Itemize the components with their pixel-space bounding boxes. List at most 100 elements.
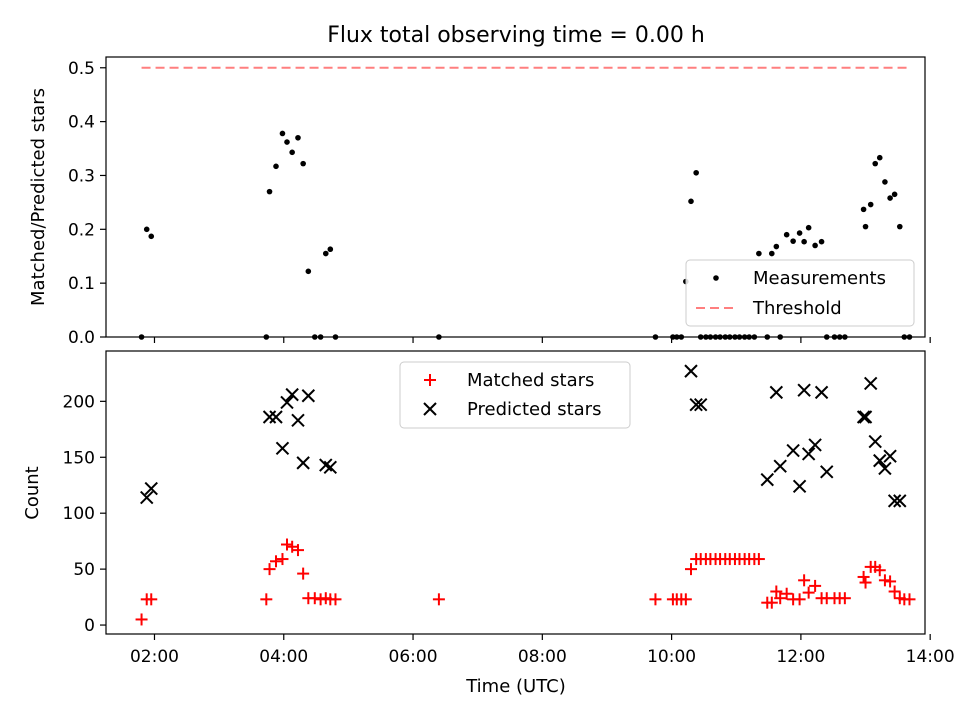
bottom-matched-point <box>798 574 811 587</box>
bottom-matched-point <box>135 613 148 626</box>
bottom-predicted-point <box>883 449 897 463</box>
top-measurement-point <box>876 154 883 161</box>
legend-measurements-marker <box>713 275 719 281</box>
top-measurement-point <box>790 238 796 244</box>
top-measurement-point <box>693 169 699 176</box>
top-measurement-point <box>801 238 807 245</box>
top-measurement-point <box>887 195 893 201</box>
bottom-matched-point <box>685 563 697 576</box>
bottom-matched-point <box>329 593 342 606</box>
top-measurement-point <box>266 188 273 195</box>
top-measurement-point <box>322 250 329 257</box>
bottom-predicted-point <box>863 376 878 391</box>
legend-predicted-marker <box>423 402 437 416</box>
top-legend <box>685 259 915 327</box>
bottom-matched-point <box>903 593 916 606</box>
bottom-predicted-point <box>887 494 902 508</box>
top-y-tick-label: 0.2 <box>68 220 95 240</box>
top-measurement-point <box>284 139 290 145</box>
top-measurement-point <box>896 223 903 230</box>
bottom-predicted-point <box>858 410 873 424</box>
bottom-matched-point <box>765 596 778 609</box>
top-y-tick-label: 0.0 <box>68 328 95 348</box>
bottom-matched-point <box>802 586 815 599</box>
top-measurement-point <box>862 223 869 230</box>
bottom-matched-point <box>297 567 310 580</box>
bottom-predicted-point <box>275 441 290 456</box>
top-measurement-point <box>860 206 867 213</box>
bottom-predicted-point <box>820 465 834 479</box>
bottom-predicted-point <box>808 438 822 452</box>
legend-matched-label: Matched stars <box>467 370 594 391</box>
bottom-predicted-point <box>144 481 158 496</box>
bottom-predicted-point <box>693 397 708 412</box>
top-measurement-point <box>769 250 775 257</box>
bottom-matched-point <box>260 593 273 606</box>
bottom-matched-point <box>770 585 783 598</box>
bottom-predicted-point <box>291 413 305 428</box>
x-axis-label: Time (UTC) <box>465 676 566 697</box>
top-measurement-point <box>327 246 334 253</box>
top-measurement-point <box>305 268 312 275</box>
bottom-matched-point <box>859 576 872 589</box>
bottom-matched-point <box>878 574 891 587</box>
top-measurement-point <box>818 238 825 245</box>
bottom-y-axis-label: Count <box>22 466 43 519</box>
bottom-y-tick-label: 200 <box>63 392 95 412</box>
bottom-predicted-point <box>773 459 787 473</box>
bottom-predicted-point <box>262 410 277 424</box>
top-y-tick-label: 0.1 <box>68 274 95 294</box>
x-tick-label: 14:00 <box>906 647 955 667</box>
top-measurement-point <box>773 243 780 250</box>
bottom-y-tick-label: 150 <box>63 448 95 468</box>
top-measurement-point <box>867 201 874 208</box>
bottom-predicted-point <box>285 387 299 402</box>
bottom-y-tick-label: 100 <box>63 504 95 524</box>
top-measurement-point <box>805 224 812 231</box>
top-measurement-point <box>300 160 306 167</box>
top-y-tick-label: 0.4 <box>68 113 95 133</box>
top-measurement-point <box>872 160 879 167</box>
bottom-matched-point <box>888 585 901 598</box>
legend-predicted-label: Predicted stars <box>467 399 601 420</box>
bottom-predicted-point <box>301 389 316 403</box>
top-y-axis-label: Matched/Predicted stars <box>28 88 49 306</box>
legend-measurements-label: Measurements <box>753 268 886 289</box>
bottom-y-tick-label: 0 <box>84 616 95 636</box>
bottom-matched-point <box>263 563 276 576</box>
bottom-predicted-point <box>760 472 774 487</box>
bottom-matched-point <box>280 538 293 551</box>
top-axes-frame <box>105 56 926 338</box>
top-measurement-point <box>796 230 803 236</box>
bottom-matched-point <box>432 593 445 606</box>
bottom-legend <box>399 361 631 429</box>
top-measurement-point <box>812 242 818 249</box>
bottom-predicted-point <box>801 447 816 461</box>
legend-matched-marker <box>424 374 436 386</box>
bottom-predicted-point <box>792 479 807 494</box>
bottom-predicted-point <box>856 410 871 424</box>
top-measurement-point <box>756 250 762 257</box>
bottom-matched-point <box>857 570 870 583</box>
top-y-tick-label: 0.3 <box>68 166 95 186</box>
bottom-matched-point <box>793 593 806 606</box>
bottom-predicted-point <box>786 443 800 458</box>
bottom-matched-point <box>838 592 851 605</box>
x-tick-label: 08:00 <box>518 647 567 667</box>
bottom-predicted-point <box>319 458 333 472</box>
top-measurement-point <box>279 130 286 137</box>
bottom-predicted-point <box>814 385 829 400</box>
bottom-predicted-point <box>684 364 698 378</box>
bottom-matched-point <box>270 555 283 568</box>
bottom-matched-point <box>276 553 289 566</box>
bottom-predicted-point <box>296 456 310 470</box>
bottom-predicted-point <box>269 410 283 424</box>
bottom-matched-point <box>774 592 787 605</box>
top-measurement-point <box>891 191 898 198</box>
bottom-matched-point <box>780 587 793 600</box>
top-measurement-point <box>688 198 694 205</box>
bottom-matched-point <box>679 593 692 606</box>
bottom-predicted-point <box>797 383 811 397</box>
bottom-predicted-point <box>868 434 882 449</box>
bottom-matched-point <box>291 544 304 557</box>
